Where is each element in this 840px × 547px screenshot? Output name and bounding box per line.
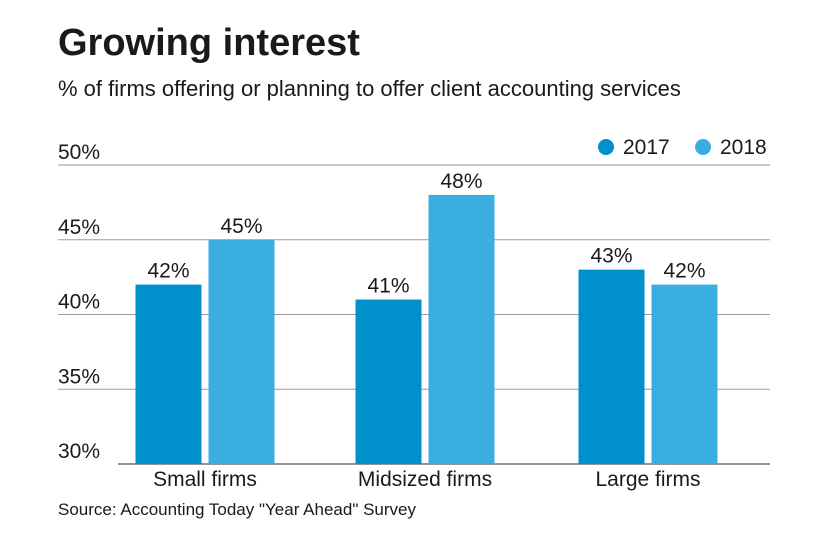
y-tick-label: 50%: [58, 141, 100, 164]
chart-subtitle: % of firms offering or planning to offer…: [58, 76, 681, 101]
chart-title: Growing interest: [58, 22, 360, 64]
y-tick-label: 40%: [58, 291, 100, 314]
y-tick-label: 45%: [58, 216, 100, 239]
y-tick-label: 35%: [58, 365, 100, 388]
data-label: 42%: [147, 260, 189, 283]
data-labels: 42% 45% 41% 48% 43% 42%: [147, 170, 705, 298]
data-label: 43%: [590, 245, 632, 268]
bar-2018-0: [208, 239, 275, 464]
legend-swatch: [598, 139, 614, 155]
x-tick-label: Small firms: [153, 468, 257, 491]
bars: [135, 194, 718, 464]
y-axis-ticks: 30% 35% 40% 45% 50%: [58, 141, 100, 463]
y-tick-label: 30%: [58, 440, 100, 463]
source-note: Source: Accounting Today "Year Ahead" Su…: [58, 500, 416, 519]
bar-2017-1: [355, 299, 422, 464]
legend-label: 2018: [720, 136, 767, 159]
data-label: 45%: [220, 215, 262, 238]
legend: 2017 2018: [598, 136, 767, 159]
bar-2018-1: [428, 194, 495, 464]
bar-2017-2: [578, 269, 645, 464]
data-label: 48%: [440, 170, 482, 193]
x-tick-label: Large firms: [595, 468, 700, 491]
legend-label: 2017: [623, 136, 670, 159]
x-tick-label: Midsized firms: [358, 468, 492, 491]
x-axis-ticks: Small firms Midsized firms Large firms: [153, 468, 700, 491]
bar-2018-2: [651, 284, 718, 464]
legend-swatch: [695, 139, 711, 155]
data-label: 42%: [663, 260, 705, 283]
bar-2017-0: [135, 284, 202, 464]
data-label: 41%: [367, 275, 409, 298]
